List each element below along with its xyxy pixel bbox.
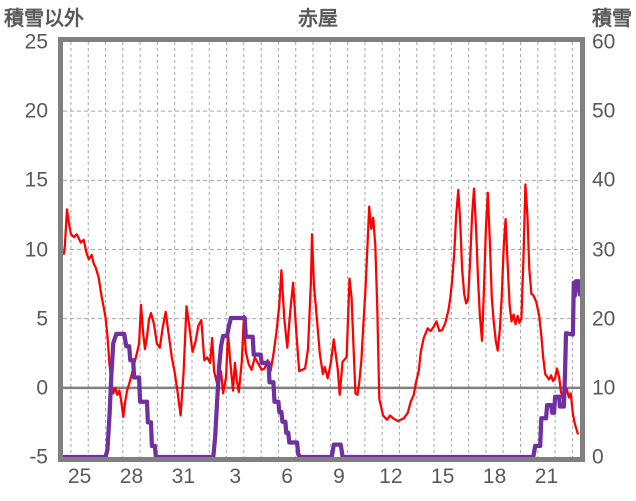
right-axis-tick: 50 bbox=[592, 99, 616, 123]
left-axis-title: 積雪以外 bbox=[4, 8, 84, 30]
right-axis-title: 積雪 bbox=[592, 8, 632, 30]
left-axis-tick: 10 bbox=[24, 238, 48, 261]
x-axis-tick: 15 bbox=[431, 465, 455, 488]
snow-depth-line bbox=[63, 279, 580, 457]
temperature-line bbox=[63, 183, 579, 435]
plot-area bbox=[63, 42, 580, 457]
x-axis-tick: 21 bbox=[534, 465, 559, 488]
left-axis-tick: 15 bbox=[24, 168, 48, 192]
x-axis-tick: 9 bbox=[333, 465, 345, 488]
x-axis-tick: 3 bbox=[229, 465, 242, 488]
left-axis-tick: 20 bbox=[24, 99, 48, 123]
left-axis-tick: 5 bbox=[36, 307, 48, 331]
right-axis-tick: 10 bbox=[592, 376, 616, 400]
x-axis-tick: 6 bbox=[281, 465, 293, 488]
left-axis-tick: 25 bbox=[24, 30, 48, 54]
right-axis-tick: 30 bbox=[592, 238, 616, 261]
x-axis-tick: 31 bbox=[171, 465, 196, 488]
left-axis-tick: -5 bbox=[29, 445, 48, 469]
x-axis-tick: 25 bbox=[67, 465, 92, 488]
right-axis-tick: 0 bbox=[592, 445, 604, 469]
right-axis-tick: 40 bbox=[592, 168, 616, 192]
right-axis-tick: 60 bbox=[592, 30, 616, 54]
x-axis-tick: 18 bbox=[482, 465, 507, 488]
left-axis-tick: 0 bbox=[36, 376, 48, 400]
right-axis-tick: 20 bbox=[592, 307, 616, 331]
x-axis-tick: 12 bbox=[379, 465, 403, 488]
x-axis-tick: 28 bbox=[119, 465, 144, 488]
chart-title: 赤屋 bbox=[298, 8, 338, 30]
